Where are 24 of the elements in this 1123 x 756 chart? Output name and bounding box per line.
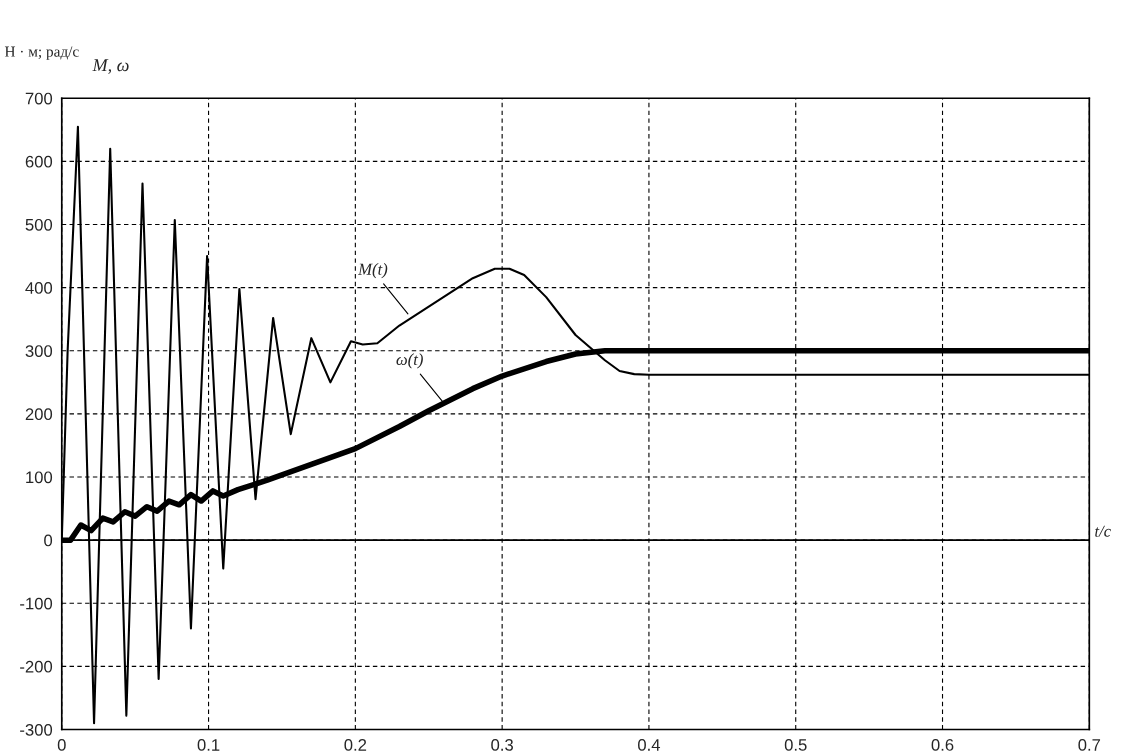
y-tick-label: 500 <box>25 218 53 231</box>
x-tick-label: 0.4 <box>638 739 661 751</box>
y-tick-label: 400 <box>25 282 53 294</box>
x-tick-label: 0.7 <box>1078 739 1101 751</box>
x-tick-label: 0.3 <box>491 739 513 751</box>
x-tick-label: 0.1 <box>197 739 220 751</box>
annotation: ω(t) <box>396 353 423 369</box>
y-axis-title: M, ω <box>92 59 129 74</box>
y-tick-label: -100 <box>20 597 53 610</box>
x-tick-label: 0 <box>57 739 66 751</box>
y-tick-label: 0 <box>44 534 53 547</box>
y-tick-label: -300 <box>20 723 53 736</box>
y-tick-label: 300 <box>25 345 53 357</box>
annotation: M(t) <box>357 263 388 279</box>
y-tick-label: 100 <box>26 471 53 484</box>
y-tick-label: 700 <box>25 92 53 105</box>
x-tick-label: 0.5 <box>784 739 807 751</box>
x-tick-label: 0.2 <box>344 739 367 751</box>
y-tick-label: -200 <box>20 660 53 673</box>
x-tick-label: 0.6 <box>931 739 954 751</box>
text: Н · м; рад/с <box>4 46 79 60</box>
y-tick-label: 600 <box>25 155 53 168</box>
y-tick-label: 200 <box>25 408 53 421</box>
x-axis-title: t/с <box>1095 525 1111 537</box>
